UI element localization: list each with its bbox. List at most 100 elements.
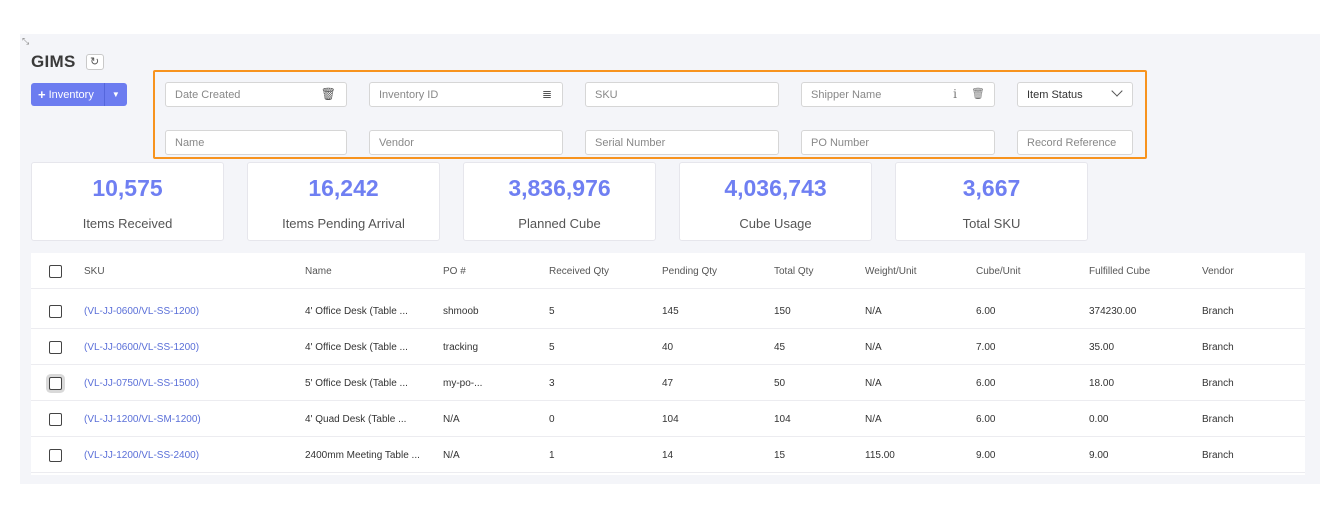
inventory-id-filter[interactable]: Inventory ID ≣ [369,82,563,107]
header: GIMS ↻ [31,52,104,72]
caret-down-icon[interactable]: ▼ [104,83,127,106]
column-header-cube-unit[interactable]: Cube/Unit [976,265,1021,277]
row-checkbox[interactable] [49,305,62,318]
cell-name: 4' Office Desk (Table ... [305,305,408,317]
stat-value: 10,575 [92,175,163,201]
vendor-filter[interactable]: Vendor [369,130,563,155]
filter-panel [153,70,1147,159]
cell-po: N/A [443,413,460,425]
cell-vendor: Branch [1202,449,1234,461]
column-header-name[interactable]: Name [305,265,332,277]
cell-name: 4' Quad Desk (Table ... [305,413,407,425]
sku-link[interactable]: (VL-JJ-1200/VL-SS-2400) [84,449,200,461]
cell-cube-unit: 6.00 [976,305,996,317]
cell-received-qty: 5 [549,305,555,317]
cell-fulfilled-cube: 9.00 [1089,449,1109,461]
table-row[interactable]: (VL-JJ-0750/VL-SS-1500) 5' Office Desk (… [31,365,1305,401]
shipper-name-filter[interactable]: Shipper Name i 🗑 [801,82,995,107]
column-header-sku[interactable]: SKU [84,265,105,277]
inventory-id-placeholder: Inventory ID [379,88,439,101]
stat-value: 4,036,743 [724,175,827,201]
cell-vendor: Branch [1202,341,1234,353]
cell-vendor: Branch [1202,305,1234,317]
table-row[interactable]: (VL-JJ-1200/VL-SS-2400) 2400mm Meeting T… [31,437,1305,473]
cell-pending-qty: 14 [662,449,674,461]
item-status-select[interactable]: Item Status [1017,82,1133,107]
column-header-fulfilled-cube[interactable]: Fulfilled Cube [1089,265,1151,277]
table-row[interactable]: (VL-JJ-1200/VL-SM-1200) 4' Quad Desk (Ta… [31,401,1305,437]
list-icon[interactable]: ≣ [541,87,552,101]
row-checkbox[interactable] [49,413,62,426]
inventory-table: SKU Name PO # Received Qty Pending Qty T… [31,253,1305,475]
stat-label: Cube Usage [739,216,812,231]
sku-placeholder: SKU [595,88,618,101]
cell-weight-unit: N/A [865,341,882,353]
table-row[interactable]: (VL-JJ-0600/VL-SS-1200) 4' Office Desk (… [31,329,1305,365]
cell-po: tracking [443,341,479,353]
page-title: GIMS [31,52,76,71]
cell-vendor: Branch [1202,413,1234,425]
column-header-weight-unit[interactable]: Weight/Unit [865,265,917,277]
cell-weight-unit: N/A [865,413,882,425]
cell-received-qty: 0 [549,413,555,425]
select-all-checkbox[interactable] [49,265,62,278]
cell-name: 4' Office Desk (Table ... [305,341,408,353]
stat-value: 3,836,976 [508,175,611,201]
record-reference-filter[interactable]: Record Reference [1017,130,1133,155]
column-header-total-qty[interactable]: Total Qty [774,265,814,277]
po-number-filter[interactable]: PO Number [801,130,995,155]
po-number-placeholder: PO Number [811,136,870,149]
name-placeholder: Name [175,136,205,149]
chevron-down-icon [1111,85,1123,97]
cell-weight-unit: N/A [865,305,882,317]
cell-cube-unit: 6.00 [976,377,996,389]
item-status-label: Item Status [1027,88,1083,101]
shipper-name-placeholder: Shipper Name [811,88,882,101]
add-inventory-label: Inventory [48,88,94,101]
sku-link[interactable]: (VL-JJ-0600/VL-SS-1200) [84,305,200,317]
cell-fulfilled-cube: 0.00 [1089,413,1109,425]
cell-total-qty: 15 [774,449,786,461]
sku-link[interactable]: (VL-JJ-1200/VL-SM-1200) [84,413,201,425]
trash-icon[interactable]: 🗑 [320,87,336,101]
table-header-row: SKU Name PO # Received Qty Pending Qty T… [31,253,1305,289]
date-created-filter[interactable]: Date Created 🗑 [165,82,347,107]
cell-pending-qty: 104 [662,413,679,425]
row-checkbox[interactable] [49,449,62,462]
row-checkbox[interactable] [49,377,62,390]
cell-pending-qty: 47 [662,377,674,389]
stat-value: 16,242 [308,175,379,201]
sku-filter[interactable]: SKU [585,82,779,107]
add-inventory-button[interactable]: + Inventory [31,83,105,106]
table-row[interactable]: (VL-JJ-0600/VL-SS-1200) 4' Office Desk (… [31,293,1305,329]
refresh-icon[interactable]: ↻ [85,54,104,70]
cell-pending-qty: 40 [662,341,674,353]
stat-label: Items Received [82,216,173,231]
serial-number-filter[interactable]: Serial Number [585,130,779,155]
cell-name: 5' Office Desk (Table ... [305,377,408,389]
column-header-received-qty[interactable]: Received Qty [549,265,610,277]
stat-card-items-received: 10,575 Items Received [31,162,224,241]
cell-received-qty: 1 [549,449,555,461]
cell-total-qty: 150 [774,305,791,317]
column-header-po[interactable]: PO # [443,265,466,277]
sku-link[interactable]: (VL-JJ-0750/VL-SS-1500) [84,377,200,389]
name-filter[interactable]: Name [165,130,347,155]
sku-link[interactable]: (VL-JJ-0600/VL-SS-1200) [84,341,200,353]
expand-icon[interactable]: ⤡ [22,36,30,46]
trash-icon[interactable]: 🗑 [971,88,985,100]
stat-label: Items Pending Arrival [282,216,405,231]
cell-cube-unit: 7.00 [976,341,996,353]
row-checkbox[interactable] [49,341,62,354]
cell-received-qty: 5 [549,341,555,353]
cell-cube-unit: 6.00 [976,413,996,425]
column-header-pending-qty[interactable]: Pending Qty [662,265,718,277]
date-created-placeholder: Date Created [175,88,241,101]
cell-total-qty: 45 [774,341,786,353]
cell-pending-qty: 145 [662,305,679,317]
info-icon[interactable]: i [953,87,957,101]
cell-total-qty: 50 [774,377,786,389]
cell-po: N/A [443,449,460,461]
column-header-vendor[interactable]: Vendor [1202,265,1234,277]
serial-number-placeholder: Serial Number [595,136,666,149]
